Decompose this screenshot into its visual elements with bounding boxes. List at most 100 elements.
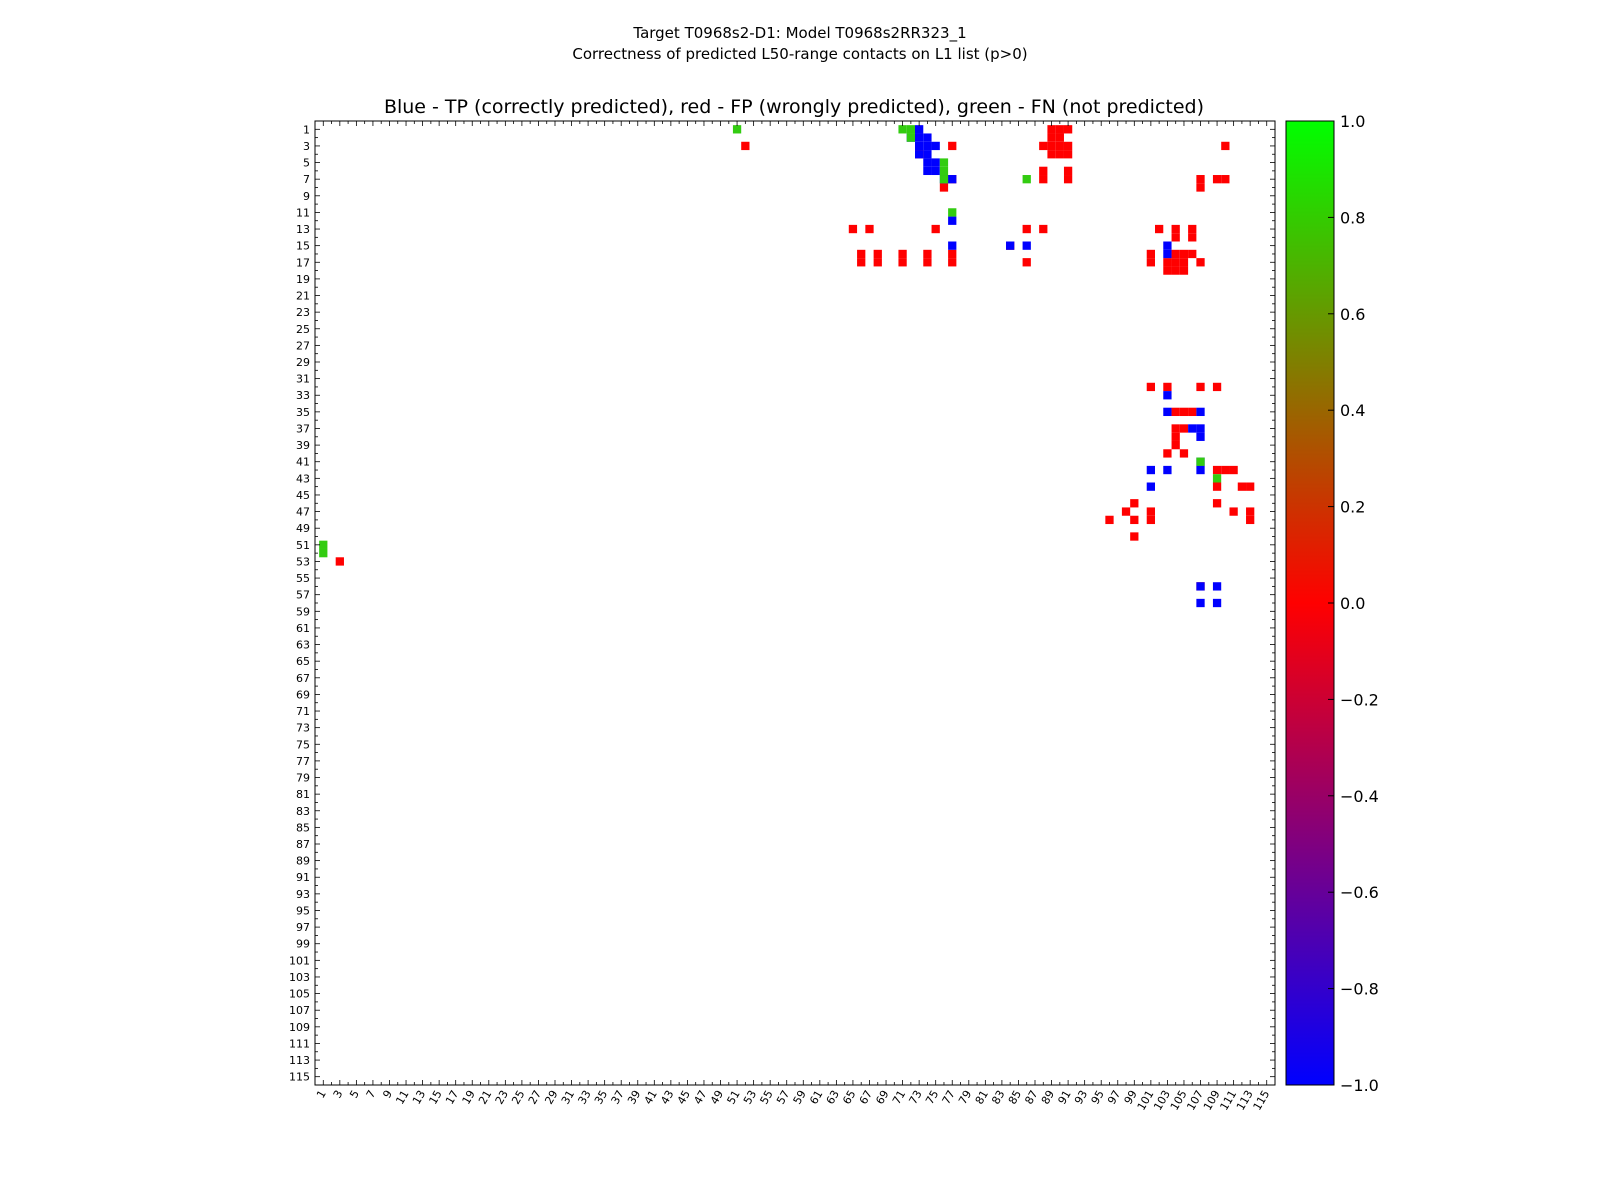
contact-cell-fp-58 [1171,266,1180,275]
contact-cell-fp-49 [923,258,932,267]
contact-cell-fp-14 [1055,150,1064,159]
y-tick-label-103: 103 [289,971,310,984]
y-tick-label-41: 41 [296,456,310,469]
contact-cell-fp-66 [1188,407,1197,417]
contact-cell-fp-27 [865,224,874,234]
contact-cell-tp-14 [948,175,957,184]
contact-cell-fp-57 [1163,266,1172,275]
x-tick-label-3: 3 [331,1088,346,1101]
y-tick-label-85: 85 [296,821,310,834]
y-tick-label-79: 79 [296,772,310,785]
contact-cell-tp-35 [1212,598,1222,608]
contact-cell-fp-3 [1047,133,1056,142]
contact-cell-tp-22 [1163,407,1172,417]
y-tick-label-77: 77 [296,755,310,768]
contact-cell-fp-70 [1171,440,1180,450]
x-tick-label-69: 69 [873,1088,891,1107]
contact-cell-tp-24 [1188,424,1197,433]
x-tick-label-79: 79 [956,1088,974,1107]
colorbar-tick-label-8: −0.6 [1340,883,1379,902]
contact-cell-fp-38 [873,249,882,259]
plot-background [315,121,1275,1085]
contact-cell-fn-5 [939,166,949,176]
plot-area: 1 3 5 7 911131517192123252729313335373941434… [289,120,1276,1113]
y-tick-label-95: 95 [296,904,310,917]
y-tick-label-101: 101 [289,954,310,967]
contact-cell-fp-4 [1055,133,1064,142]
colorbar-tick-label-6: −0.2 [1340,690,1379,709]
x-tick-label-43: 43 [658,1088,676,1107]
colorbar-tick-label-2: 0.6 [1340,305,1365,324]
contact-cells [319,125,1255,608]
contact-cell-fp-16 [1039,166,1048,176]
x-tick-label-15: 15 [426,1088,444,1107]
y-tick-label-65: 65 [296,655,310,668]
contact-cell-fp-65 [1179,407,1189,417]
contact-cell-fp-79 [1130,499,1139,508]
y-tick-label-15: 15 [296,240,310,253]
x-tick-label-31: 31 [559,1088,577,1107]
y-tick-label-9: 9 [303,190,310,203]
y-tick-label-71: 71 [296,705,310,718]
y-tick-label-97: 97 [296,921,310,934]
x-tick-label-23: 23 [493,1088,511,1107]
x-tick-label-95: 95 [1089,1088,1107,1107]
contact-cell-tp-31 [1146,482,1155,491]
contact-cell-fp-71 [1163,449,1172,458]
y-tick-label-59: 59 [296,605,310,618]
y-tick-label-33: 33 [296,389,310,402]
contact-cell-fp-83 [1229,507,1238,516]
contact-cell-fp-60 [1146,382,1155,392]
y-tick-label-37: 37 [296,422,310,435]
contact-cell-fp-80 [1212,499,1222,508]
contact-cell-fp-67 [1171,424,1180,433]
contact-cell-fp-62 [1196,382,1205,392]
contact-cell-fp-73 [1229,465,1238,475]
contact-cell-fp-88 [1246,515,1255,525]
colorbar: 1.0 0.8 0.6 0.4 0.2 0.0 −0.2 −0.4 −0.6 −0.8 −1.0 [1285,112,1379,1095]
contact-cell-fp-64 [1171,407,1180,417]
contact-cell-tp-20 [1163,249,1172,259]
contact-cell-tp-32 [1196,582,1205,591]
x-tick-label-33: 33 [575,1088,593,1107]
x-tick-label-57: 57 [774,1088,792,1107]
contact-cell-fp-9 [1055,141,1064,151]
x-tick-label-109: 109 [1201,1088,1223,1113]
contact-cell-tp-5 [923,141,932,151]
contact-cell-fn-12 [319,548,328,558]
x-tick-label-17: 17 [443,1088,461,1107]
contact-cell-tp-2 [915,133,924,142]
colorbar-tick-label-10: −1.0 [1340,1076,1379,1095]
contact-cell-fp-82 [1146,507,1155,516]
x-tick-label-39: 39 [625,1088,643,1107]
contact-cell-fp-50 [948,258,957,267]
contact-cell-fp-63 [1212,382,1222,392]
contact-cell-tp-23 [1196,407,1205,417]
contact-cell-fp-7 [1039,141,1048,151]
contact-cell-fn-1 [898,125,907,134]
contact-cell-fp-56 [1196,258,1205,267]
y-tick-label-63: 63 [296,639,310,652]
x-tick-label-77: 77 [940,1088,958,1107]
x-tick-label-97: 97 [1105,1088,1123,1107]
contact-cell-fp-40 [923,249,932,259]
x-tick-label-53: 53 [741,1088,759,1107]
y-tick-label-115: 115 [289,1071,310,1084]
contact-cell-fp-25 [1196,183,1205,192]
y-tick-label-31: 31 [296,373,310,386]
x-tick-label-85: 85 [1006,1088,1024,1107]
y-tick-label-35: 35 [296,406,310,419]
y-tick-label-23: 23 [296,306,310,319]
x-tick-label-67: 67 [857,1088,875,1107]
y-tick-label-39: 39 [296,439,310,452]
x-tick-label-25: 25 [509,1088,527,1107]
contact-cell-fp-53 [1163,258,1172,267]
contact-cell-fp-1 [1055,125,1064,134]
x-tick-label-49: 49 [708,1088,726,1107]
x-tick-label-99: 99 [1122,1088,1140,1107]
contact-cell-fp-68 [1179,424,1189,433]
colorbar-tick-label-1: 0.8 [1340,208,1365,227]
chart-title: Target T0968s2-D1: Model T0968s2RR323_1 [632,24,966,43]
y-tick-label-75: 75 [296,738,310,751]
